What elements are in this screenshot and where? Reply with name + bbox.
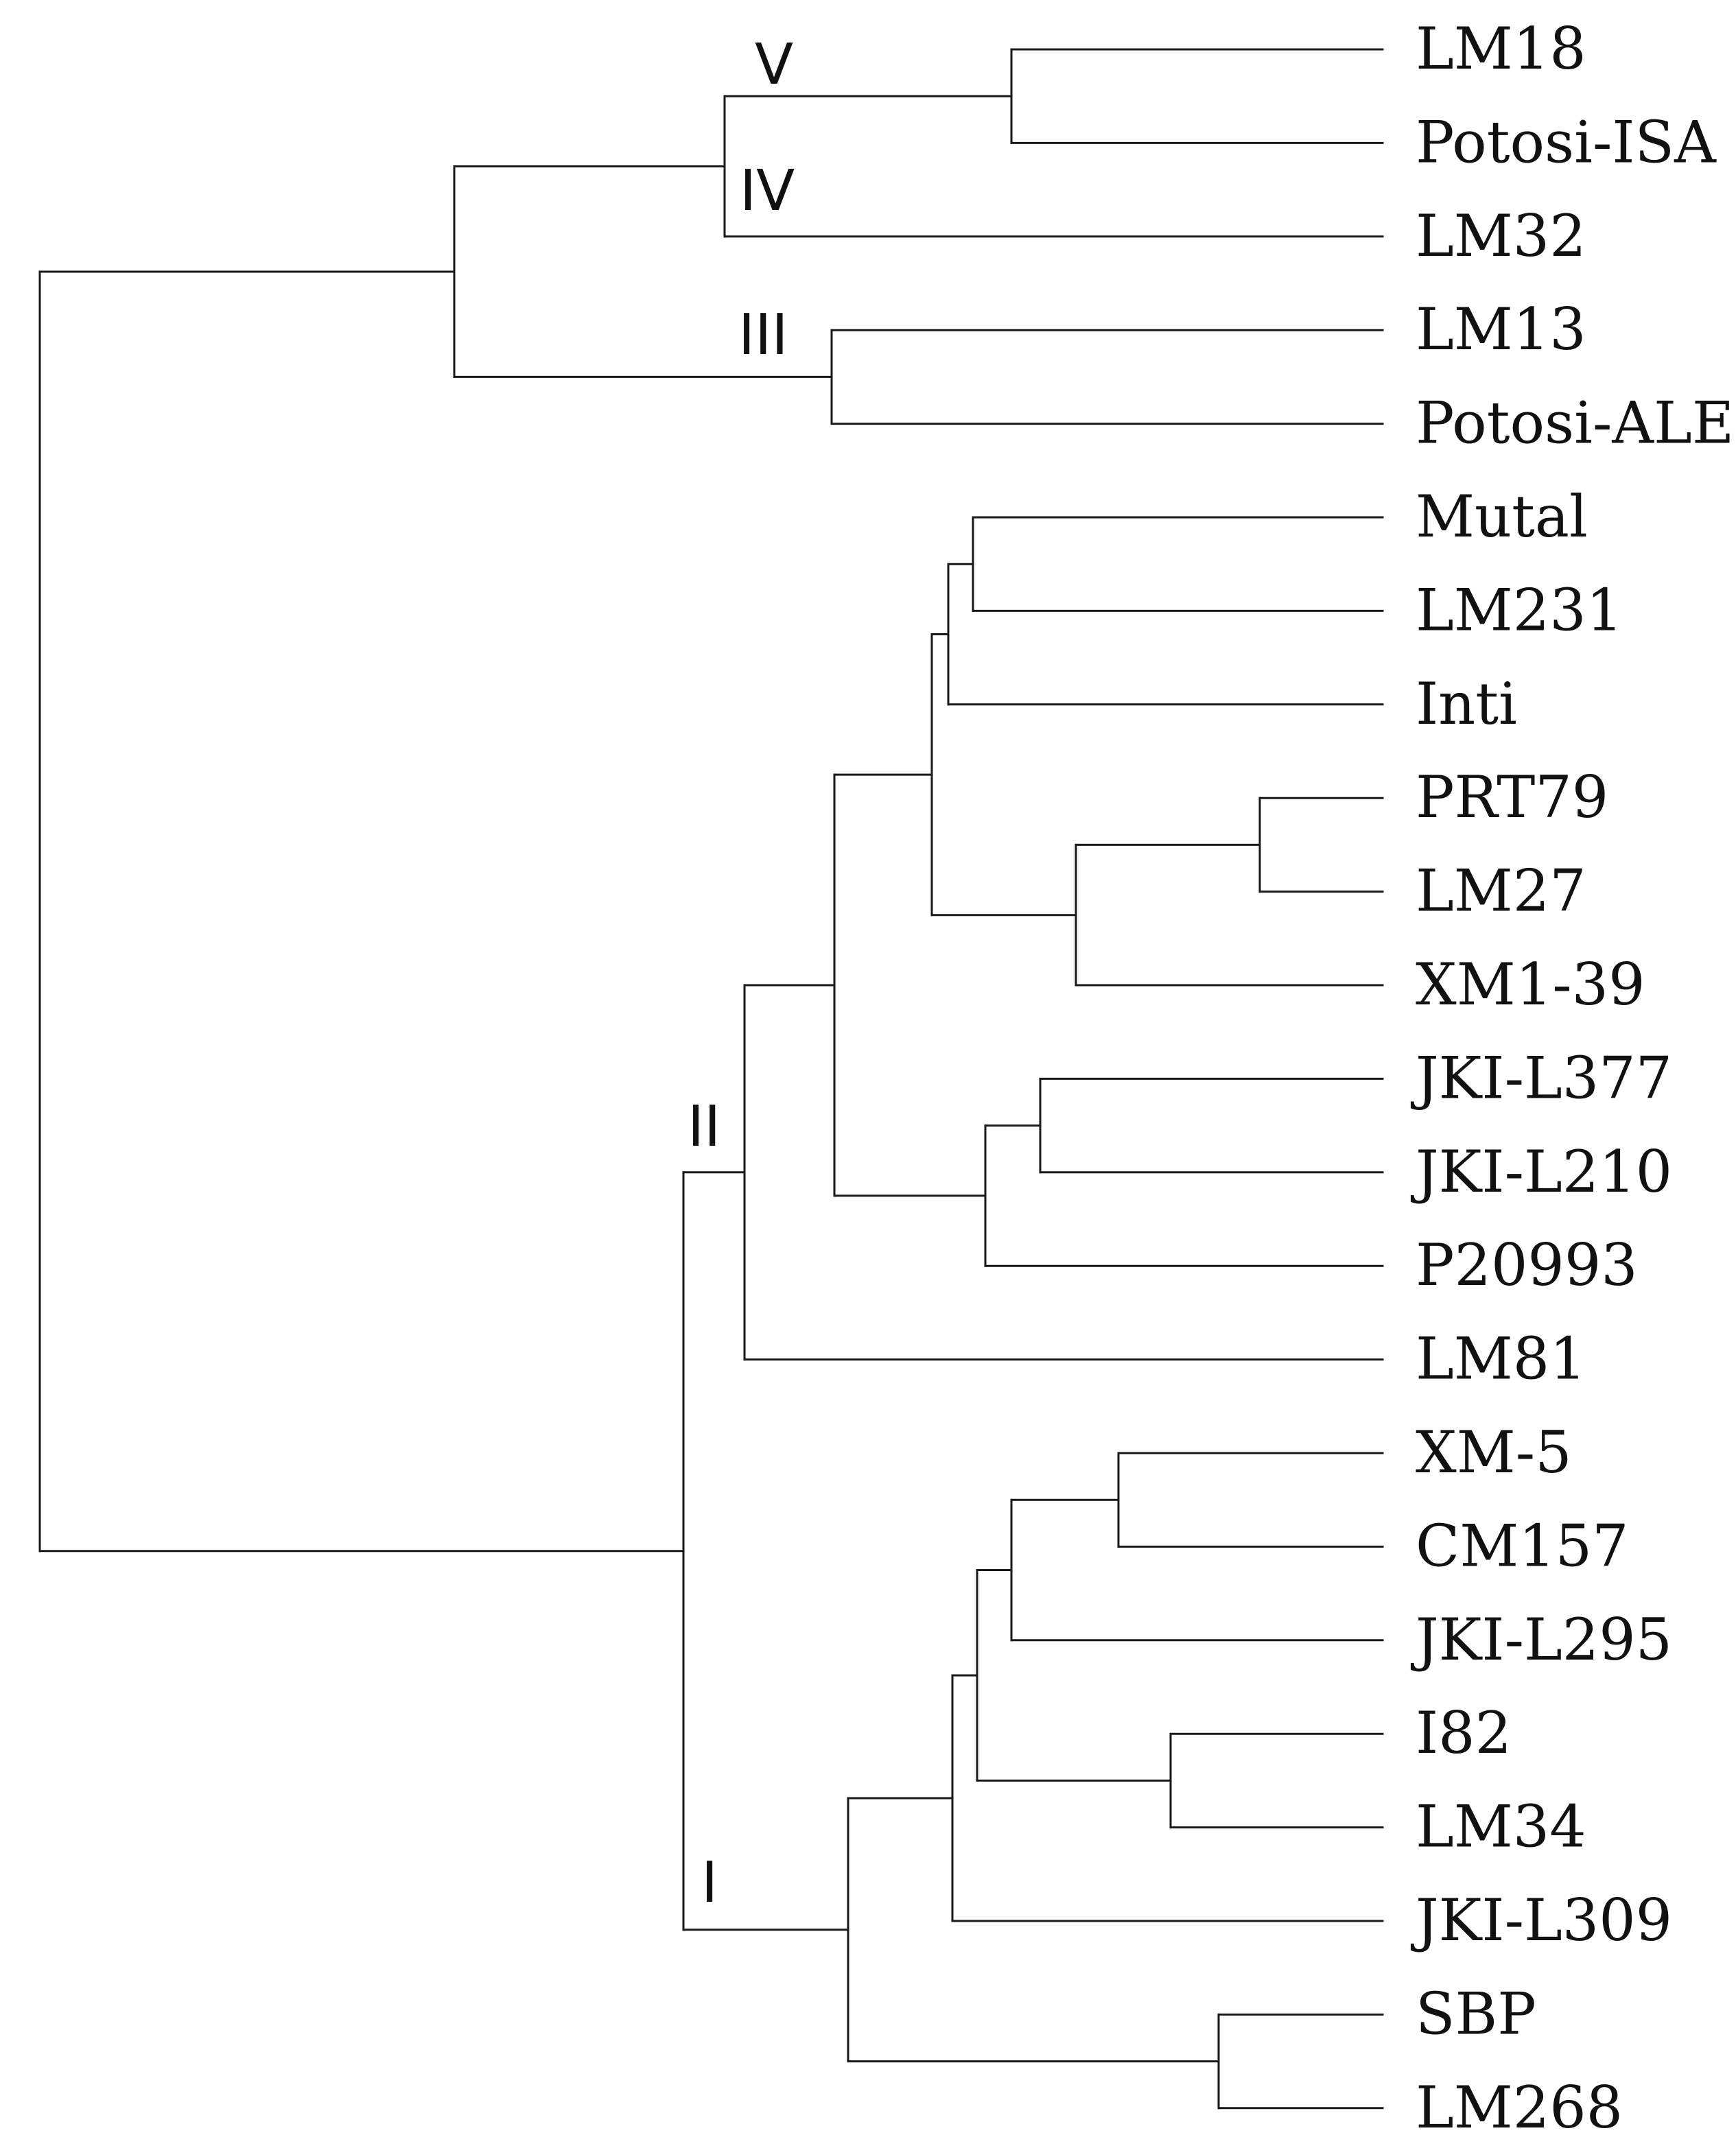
leaf-label-lm34: LM34 xyxy=(1416,1793,1586,1861)
leaf-label-potosi-isa: Potosi-ISA xyxy=(1416,108,1717,176)
leaf-label-lm27: LM27 xyxy=(1416,858,1586,925)
clade-labels: V IV III II I xyxy=(688,32,795,1915)
leaf-label-jki-l210: JKI-L210 xyxy=(1410,1138,1672,1205)
leaf-label-inti: Inti xyxy=(1416,670,1517,738)
leaf-label-jki-l295: JKI-L295 xyxy=(1410,1606,1672,1673)
leaf-label-prt79: PRT79 xyxy=(1416,764,1608,831)
leaf-label-xm-5: XM-5 xyxy=(1416,1419,1572,1486)
clade-label-iv: IV xyxy=(740,158,795,224)
leaf-label-sbp: SBP xyxy=(1416,1980,1536,2047)
clade-label-ii: II xyxy=(688,1094,720,1159)
leaf-label-xm1-39: XM1-39 xyxy=(1416,951,1645,1018)
leaf-label-i82: I82 xyxy=(1416,1699,1512,1767)
leaf-label-jki-l377: JKI-L377 xyxy=(1410,1044,1672,1111)
clade-label-iii: III xyxy=(738,303,788,368)
leaf-label-lm231: LM231 xyxy=(1416,576,1623,644)
leaf-label-lm18: LM18 xyxy=(1416,15,1586,82)
clade-label-i: I xyxy=(701,1850,718,1915)
leaf-label-lm13: LM13 xyxy=(1416,296,1586,363)
leaf-label-lm268: LM268 xyxy=(1416,2074,1623,2141)
leaf-label-jki-l309: JKI-L309 xyxy=(1410,1887,1672,1954)
leaf-label-cm157: CM157 xyxy=(1416,1512,1629,1579)
leaf-labels: LM18 Potosi-ISA LM32 LM13 Potosi-ALE Mutal LM2… xyxy=(1410,15,1734,2141)
leaf-label-lm81: LM81 xyxy=(1416,1325,1586,1393)
leaf-label-p20993: P20993 xyxy=(1416,1231,1638,1299)
dendrogram-branches xyxy=(38,48,1384,2110)
leaf-label-lm32: LM32 xyxy=(1416,202,1586,270)
leaf-label-mutal: Mutal xyxy=(1416,483,1588,550)
leaf-label-potosi-ale: Potosi-ALE xyxy=(1416,390,1734,457)
clade-label-v: V xyxy=(755,32,793,97)
